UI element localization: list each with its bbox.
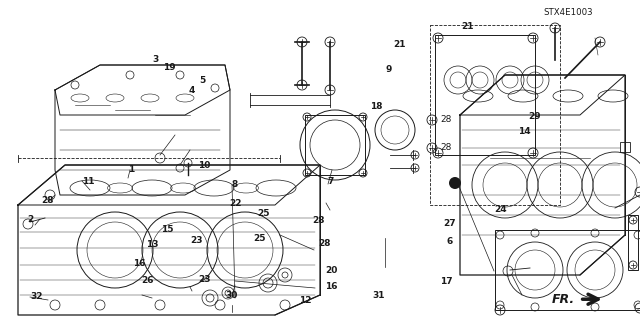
Text: 12: 12 — [300, 296, 312, 305]
Text: 16: 16 — [325, 282, 338, 291]
Bar — [628, 215, 638, 270]
Text: 10: 10 — [198, 161, 211, 170]
Text: FR.: FR. — [552, 293, 575, 306]
Text: 2: 2 — [27, 215, 33, 224]
Text: 23: 23 — [198, 275, 211, 284]
Bar — [435, 35, 535, 155]
Text: 16: 16 — [133, 259, 146, 268]
Text: 25: 25 — [253, 234, 266, 243]
Text: 14: 14 — [518, 127, 531, 136]
Text: 24: 24 — [494, 205, 507, 214]
Text: 1: 1 — [128, 165, 134, 174]
Text: 28: 28 — [319, 239, 332, 248]
Text: 20: 20 — [325, 266, 337, 275]
Text: 28: 28 — [440, 115, 451, 124]
Bar — [305, 115, 365, 175]
Text: 28: 28 — [440, 144, 451, 152]
Text: 23: 23 — [191, 236, 204, 245]
Text: 26: 26 — [141, 276, 154, 285]
Text: 9: 9 — [385, 65, 392, 74]
Text: 30: 30 — [225, 291, 237, 300]
Text: 22: 22 — [229, 199, 242, 208]
Text: 25: 25 — [257, 209, 270, 218]
Text: 5: 5 — [200, 76, 206, 85]
Text: 27: 27 — [443, 219, 456, 228]
Text: 4: 4 — [189, 86, 195, 95]
Circle shape — [449, 177, 461, 189]
Text: 7: 7 — [328, 177, 334, 186]
Text: 21: 21 — [461, 22, 474, 31]
Text: 31: 31 — [372, 291, 385, 300]
Text: 21: 21 — [394, 40, 406, 48]
Text: 19: 19 — [163, 63, 176, 72]
Text: 11: 11 — [82, 177, 95, 186]
Text: 28: 28 — [312, 216, 325, 225]
Text: 13: 13 — [146, 241, 159, 249]
Text: STX4E1003: STX4E1003 — [543, 8, 593, 17]
Text: 28: 28 — [42, 197, 54, 205]
Bar — [495, 230, 640, 310]
Text: 18: 18 — [370, 102, 383, 111]
Text: 3: 3 — [152, 55, 159, 63]
Text: 29: 29 — [528, 112, 541, 121]
Text: 8: 8 — [232, 180, 238, 189]
Text: 6: 6 — [447, 237, 453, 246]
Bar — [620, 142, 630, 152]
Text: 15: 15 — [161, 225, 174, 234]
Text: 17: 17 — [440, 277, 453, 286]
Text: 32: 32 — [31, 292, 44, 301]
